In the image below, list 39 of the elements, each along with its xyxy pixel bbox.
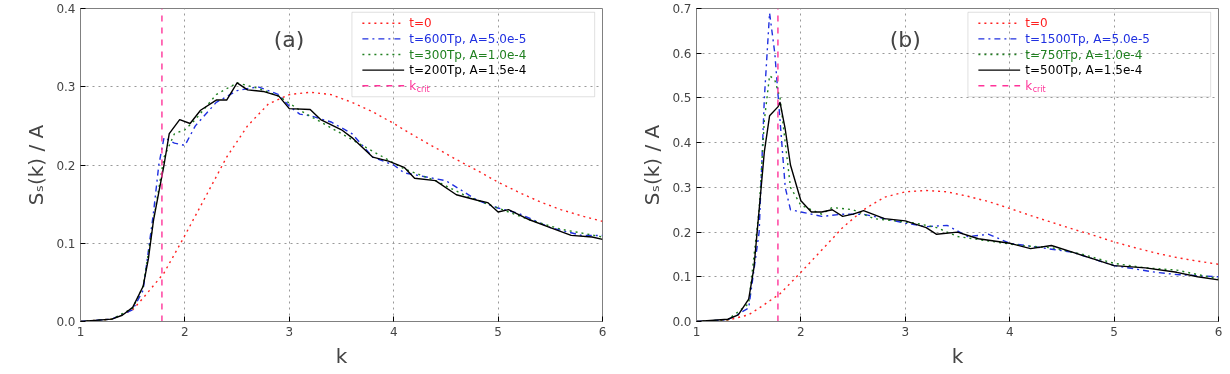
- y-tick-label: 0.6: [672, 46, 692, 61]
- legend-label: t=200Tp, A=1.5e-4: [409, 63, 527, 78]
- legend-label: t=750Tp, A=1.0e-4: [1025, 47, 1143, 62]
- y-tick-label: 0.2: [56, 158, 76, 173]
- x-tick-label: 6: [1214, 324, 1223, 339]
- x-tick-label: 5: [494, 324, 502, 339]
- x-tick-label: 1: [692, 324, 701, 339]
- x-tick-label: 6: [598, 324, 607, 339]
- y-tick-label: 0.1: [672, 270, 692, 285]
- y-tick-label: 0.0: [56, 315, 76, 329]
- legend-label: t=1500Tp, A=5.0e-5: [1025, 31, 1150, 46]
- legend-label: t=500Tp, A=1.5e-4: [1025, 63, 1143, 78]
- x-axis-title: k: [335, 343, 348, 368]
- legend-label: t=0: [409, 16, 432, 31]
- y-tick-label: 0.3: [56, 80, 76, 95]
- x-tick-label: 3: [285, 324, 294, 339]
- x-tick-label: 2: [797, 324, 805, 339]
- y-tick-label: 0.2: [672, 225, 692, 240]
- y-tick-label: 0.7: [672, 2, 692, 16]
- y-axis-title: Sₛ(k) / A: [640, 124, 665, 206]
- annotation: (b): [889, 27, 921, 53]
- x-tick-label: 5: [1110, 324, 1118, 339]
- x-tick-label: 2: [181, 324, 189, 339]
- y-tick-label: 0.0: [672, 315, 692, 329]
- annotation: (a): [273, 27, 305, 53]
- y-tick-label: 0.3: [672, 180, 692, 195]
- x-tick-label: 3: [901, 324, 910, 339]
- y-tick-label: 0.4: [56, 2, 76, 16]
- legend-label: t=300Tp, A=1.0e-4: [409, 47, 527, 62]
- legend-label: t=600Tp, A=5.0e-5: [409, 31, 527, 46]
- y-tick-label: 0.4: [672, 136, 692, 151]
- x-tick-label: 4: [389, 324, 398, 339]
- y-axis-title: Sₛ(k) / A: [24, 124, 49, 206]
- x-tick-label: 4: [1005, 324, 1014, 339]
- legend-label: t=0: [1025, 16, 1048, 31]
- y-tick-label: 0.5: [672, 91, 692, 106]
- y-tick-label: 0.1: [56, 236, 76, 251]
- x-axis-title: k: [951, 343, 964, 368]
- x-tick-label: 1: [76, 324, 85, 339]
